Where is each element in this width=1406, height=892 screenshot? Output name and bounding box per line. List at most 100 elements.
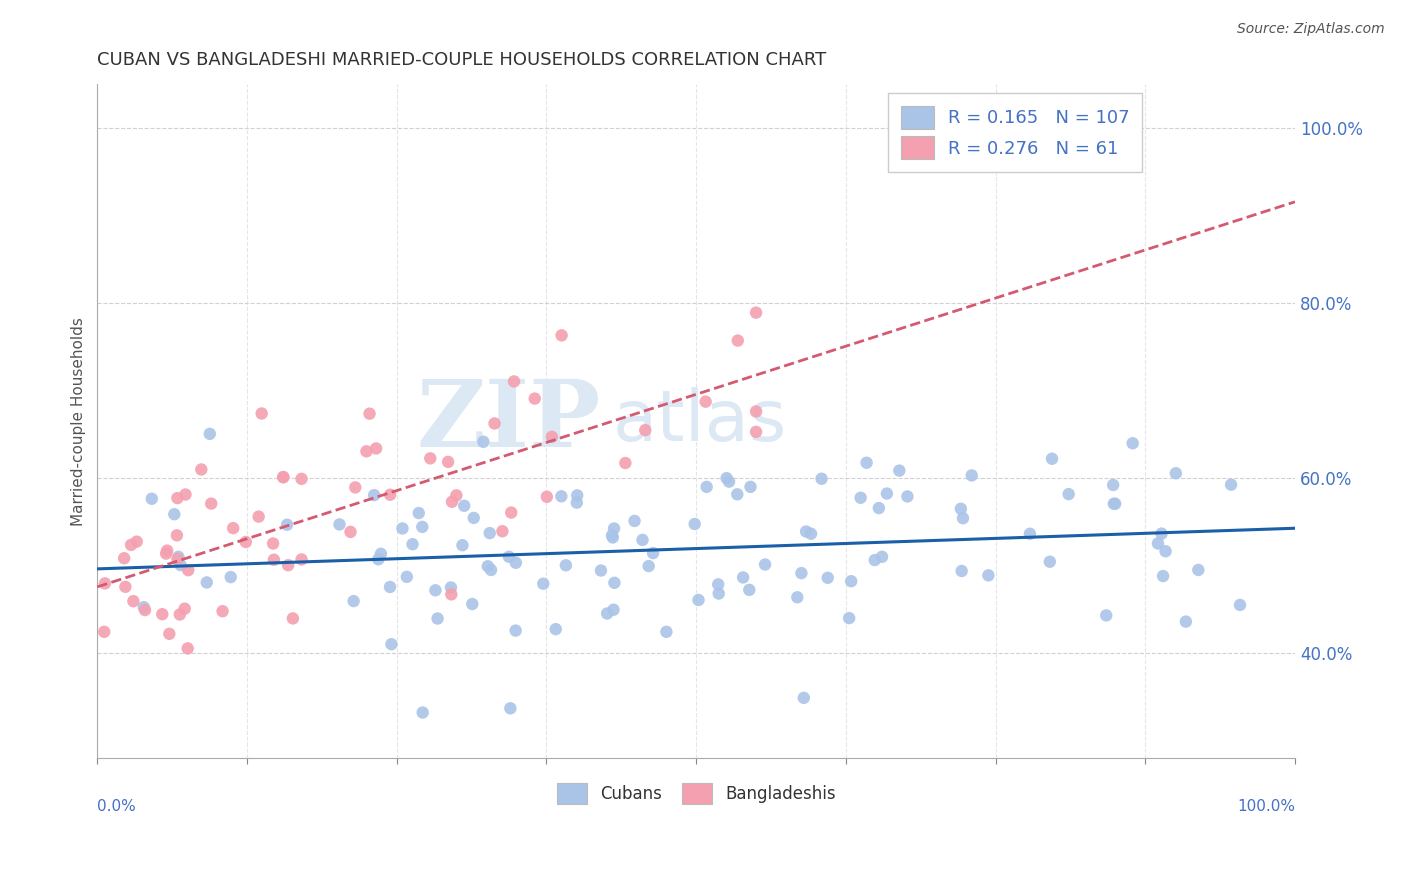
Point: [794, 524, 817, 539]
Point: [190, 462, 212, 476]
Point: [290, 552, 312, 566]
Point: [501, 506, 523, 520]
Point: [952, 511, 974, 525]
Point: [408, 506, 430, 520]
Point: [868, 501, 890, 516]
Point: [839, 574, 862, 589]
Point: [177, 563, 200, 577]
Point: [602, 603, 624, 617]
Point: [600, 528, 623, 542]
Point: [1040, 451, 1063, 466]
Point: [550, 489, 572, 503]
Point: [235, 535, 257, 549]
Point: [263, 553, 285, 567]
Point: [247, 509, 270, 524]
Point: [477, 559, 499, 574]
Point: [262, 536, 284, 550]
Point: [849, 491, 872, 505]
Legend: Cubans, Bangladeshis: Cubans, Bangladeshis: [550, 776, 842, 811]
Point: [655, 624, 678, 639]
Point: [800, 526, 823, 541]
Point: [733, 570, 755, 584]
Point: [166, 491, 188, 505]
Point: [271, 470, 294, 484]
Point: [453, 499, 475, 513]
Point: [173, 601, 195, 615]
Point: [198, 426, 221, 441]
Point: [1102, 497, 1125, 511]
Point: [166, 552, 188, 566]
Point: [1095, 608, 1118, 623]
Point: [1152, 569, 1174, 583]
Point: [541, 430, 564, 444]
Point: [134, 603, 156, 617]
Point: [150, 607, 173, 622]
Point: [1154, 544, 1177, 558]
Point: [554, 558, 576, 573]
Point: [281, 611, 304, 625]
Text: 100.0%: 100.0%: [1237, 799, 1295, 814]
Point: [157, 627, 180, 641]
Point: [499, 701, 522, 715]
Point: [754, 558, 776, 572]
Point: [603, 575, 626, 590]
Point: [790, 566, 813, 581]
Point: [219, 570, 242, 584]
Point: [523, 392, 546, 406]
Point: [817, 571, 839, 585]
Point: [727, 334, 749, 348]
Point: [855, 456, 877, 470]
Point: [949, 501, 972, 516]
Point: [740, 480, 762, 494]
Point: [1174, 615, 1197, 629]
Point: [440, 587, 463, 601]
Point: [637, 559, 659, 574]
Point: [359, 407, 381, 421]
Point: [1102, 478, 1125, 492]
Point: [1057, 487, 1080, 501]
Point: [1039, 555, 1062, 569]
Y-axis label: Married-couple Households: Married-couple Households: [72, 317, 86, 525]
Point: [378, 580, 401, 594]
Point: [391, 521, 413, 535]
Point: [896, 490, 918, 504]
Point: [440, 495, 463, 509]
Point: [745, 305, 768, 319]
Point: [596, 607, 619, 621]
Point: [132, 600, 155, 615]
Point: [156, 543, 179, 558]
Point: [250, 407, 273, 421]
Point: [426, 611, 449, 625]
Point: [339, 524, 361, 539]
Point: [125, 534, 148, 549]
Point: [707, 586, 730, 600]
Point: [505, 556, 527, 570]
Point: [696, 480, 718, 494]
Point: [977, 568, 1000, 582]
Point: [222, 521, 245, 535]
Point: [810, 472, 832, 486]
Point: [1164, 467, 1187, 481]
Point: [401, 537, 423, 551]
Point: [544, 622, 567, 636]
Text: CUBAN VS BANGLADESHI MARRIED-COUPLE HOUSEHOLDS CORRELATION CHART: CUBAN VS BANGLADESHI MARRIED-COUPLE HOUS…: [97, 51, 827, 69]
Point: [1150, 526, 1173, 541]
Text: ZIP: ZIP: [416, 376, 600, 467]
Point: [174, 487, 197, 501]
Point: [550, 328, 572, 343]
Point: [112, 551, 135, 566]
Point: [716, 471, 738, 485]
Point: [688, 593, 710, 607]
Point: [634, 423, 657, 437]
Point: [472, 434, 495, 449]
Point: [344, 480, 367, 494]
Point: [169, 607, 191, 622]
Point: [367, 552, 389, 566]
Point: [491, 524, 513, 539]
Point: [1187, 563, 1209, 577]
Point: [380, 488, 402, 502]
Point: [498, 549, 520, 564]
Point: [177, 641, 200, 656]
Point: [565, 496, 588, 510]
Point: [380, 637, 402, 651]
